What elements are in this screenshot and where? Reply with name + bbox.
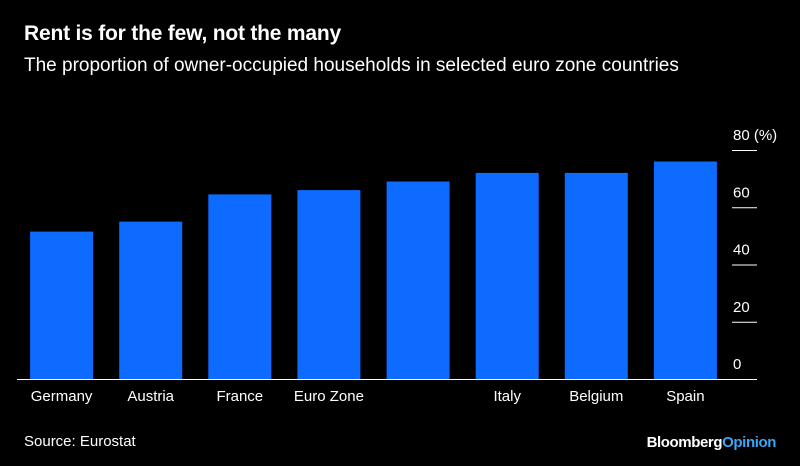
- y-tick-label: 80 (%): [733, 127, 777, 144]
- brand-logo: BloombergOpinion: [646, 434, 777, 451]
- x-tick-label: Austria: [127, 388, 174, 405]
- chart-title: Rent is for the few, not the many: [24, 22, 341, 45]
- bar-netherlands: [386, 181, 450, 379]
- y-tick-label: 20: [733, 299, 750, 316]
- y-tick-label: 60: [733, 184, 750, 201]
- bar-france: [208, 194, 272, 379]
- y-tick-label: 0: [733, 356, 741, 373]
- y-tick-label: 40: [733, 242, 750, 259]
- bar-euro-zone: [297, 190, 361, 379]
- brand-opinion: Opinion: [722, 434, 776, 451]
- bar-italy: [475, 172, 539, 379]
- bar-spain: [653, 161, 717, 379]
- brand-bloomberg: Bloomberg: [646, 434, 723, 451]
- x-tick-label: France: [216, 388, 263, 405]
- x-tick-label: Italy: [493, 388, 521, 405]
- bar-germany: [30, 231, 94, 379]
- x-tick-label: Euro Zone: [294, 388, 364, 405]
- x-tick-label: Spain: [666, 388, 704, 405]
- chart-subtitle: The proportion of owner-occupied househo…: [24, 55, 679, 76]
- bar-austria: [119, 221, 183, 379]
- source-note: Source: Eurostat: [24, 433, 136, 450]
- x-tick-label: Germany: [31, 388, 93, 405]
- bar-belgium: [564, 172, 628, 379]
- x-tick-label: Belgium: [569, 388, 623, 405]
